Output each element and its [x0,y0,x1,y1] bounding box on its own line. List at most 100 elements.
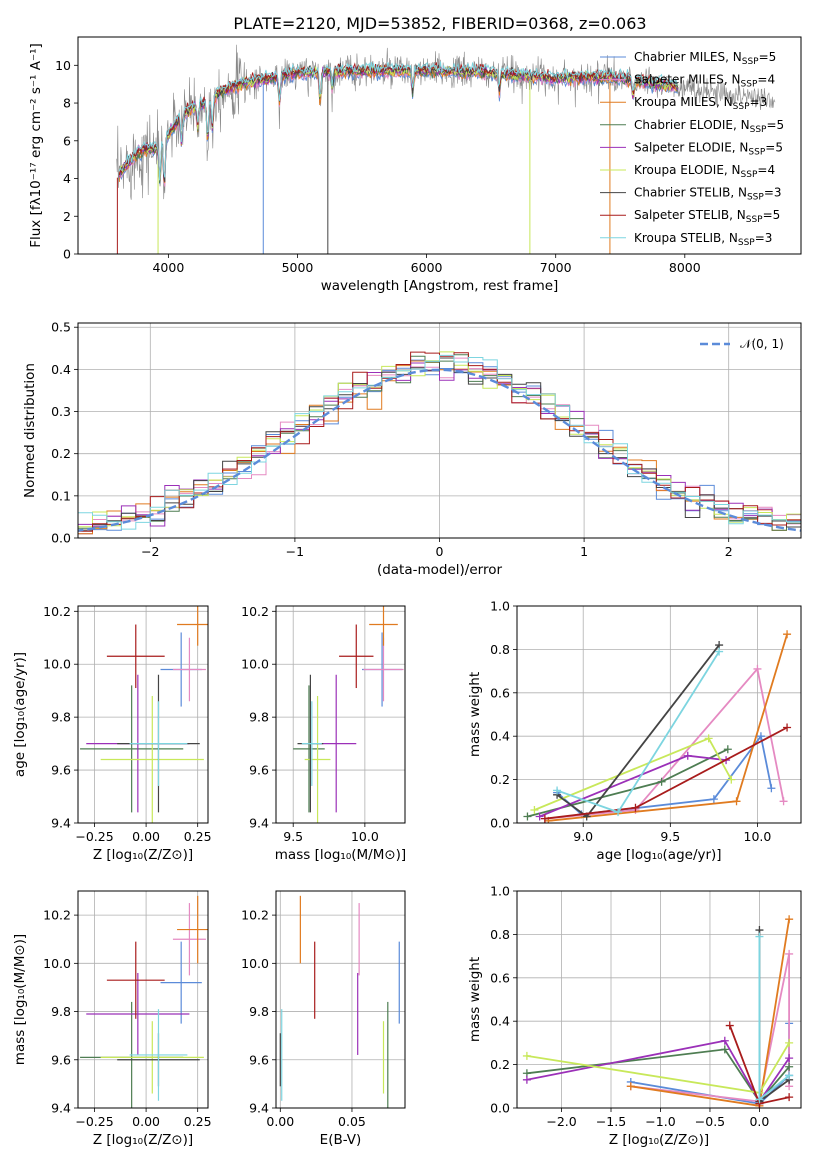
legend-entry-salpeter-elodie: Salpeter ELODIE, NSSP=5 [634,140,783,157]
data-point-marker [683,751,692,760]
x-axis-label: E(B-V) [320,1132,362,1148]
legend-subscript: SSP [738,238,755,248]
x-tick-label: 1 [580,544,588,559]
y-tick-label: 0.8 [490,927,510,942]
data-point-marker [767,784,776,793]
errorbar-kroupa-stelib [301,701,322,786]
x-tick-label: 6000 [411,260,443,275]
spectrum-panel-plot-area [116,44,776,254]
y-tick-label: 0.4 [51,362,71,377]
x-tick-label: 2 [725,544,733,559]
errorbar-kroupa-miles [369,606,398,646]
y-tick-label: 6 [63,133,71,148]
legend-value: =5 [765,140,783,154]
x-axis-label: age [log₁₀(age/yr)] [596,847,721,863]
data-point-marker [614,808,623,817]
legend-subscript: SSP [748,147,765,157]
legend-subscript: SSP [742,57,759,67]
data-point-marker [785,1071,794,1080]
errorbar-salpeter-miles [172,903,206,976]
histogram-kroupa-elodie [78,351,801,532]
y-tick-label: 0.2 [490,1057,510,1072]
x-tick-label: 0.0 [749,1114,769,1129]
x-tick-label: −1 [286,544,304,559]
data-point-marker [785,1062,794,1071]
errorbar-kroupa-miles [177,895,208,964]
y-tick-label: 0 [63,247,71,262]
x-tick-label: 0 [436,544,444,559]
mass_vs_ebv-panel-frame [275,890,406,1109]
series-salpeter-elodie [522,1036,794,1106]
data-point-marker [785,1038,794,1047]
x-axis-label: (data-model)/error [377,562,503,578]
mass_vs_Z-panel-axes: −0.25 0.00 0.25 9.4 9.6 9.8 10.0 10.2 Z [log₁₀(Z… [12,890,212,1148]
x-tick-label: −0.5 [695,1114,725,1129]
series-kroupa-miles [544,630,792,823]
data-point-marker [657,777,666,786]
data-point-marker [720,1045,729,1054]
x-tick-label: −1.5 [596,1114,626,1129]
data-point-marker [715,647,724,656]
legend-value: =5 [766,118,784,132]
y-tick-label: 8 [63,96,71,111]
y-axis-label: mass [log₁₀(M/M⊙)] [12,934,28,1065]
y-tick-label: 10.0 [241,657,269,672]
data-point-marker [783,630,792,639]
histogram-kroupa-stelib [78,354,801,535]
data-point-marker [523,812,532,821]
legend-entry-kroupa-elodie: Kroupa ELODIE, NSSP=4 [634,163,775,180]
data-point-marker [783,723,792,732]
legend-entry-kroupa-stelib: Kroupa STELIB, NSSP=3 [634,231,772,248]
series-line [526,1039,790,1104]
residuals-legend: 𝒩(0, 1) [700,337,784,351]
residuals-panel-axes: −2 −1 0 1 2 0.0 0.1 0.2 0.3 0.4 0.5 (data-model)/er… [22,320,802,578]
legend-value: =4 [757,73,775,87]
mass_vs_Z-panel-frame [77,890,209,1109]
x-axis-label: mass [log₁₀(M/M⊙)] [275,847,406,863]
errorbar-kroupa-elodie [100,695,204,823]
y-tick-label: 0.8 [490,642,510,657]
legend-value: =3 [764,186,782,200]
errorbar-salpeter-miles [172,637,206,702]
y-tick-label: 1.0 [490,884,510,899]
y-tick-label: 0.5 [51,320,71,335]
x-tick-label: 9.5 [660,829,680,844]
model-spectrum-kroupa-stelib [118,61,679,181]
data-point-marker [522,1051,531,1060]
x-axis-label: Z [log₁₀(Z/Z⊙)] [609,1132,709,1148]
age_vs_Z-panel-axes: −0.25 0.00 0.25 9.4 9.6 9.8 10.0 10.2 Z [log₁₀(Z… [12,604,212,863]
errorbar-salpeter-miles [363,637,404,702]
y-tick-label: 9.6 [51,763,71,778]
y-tick-label: 1.0 [490,599,510,614]
errorbar-kroupa-elodie [304,695,331,823]
errorbar-salpeter-stelib [106,624,165,689]
y-tick-label: 10.2 [241,908,269,923]
x-tick-label: 8000 [669,260,701,275]
errorbar-kroupa-elodie [100,1021,204,1094]
y-tick-label: 9.8 [249,1004,269,1019]
y-tick-label: 9.4 [51,1101,71,1116]
y-tick-label: 10 [55,58,71,73]
age_vs_Z-panel-frame [77,605,209,824]
data-point-marker [732,797,741,806]
weight_vs_age-panel-plot-area [517,606,801,823]
data-point-marker [540,814,549,823]
series-chabrier-stelib [553,641,724,821]
age_vs_mass-panel-frame [275,605,406,824]
data-point-marker [522,1075,531,1084]
histogram-chabrier-miles [78,359,801,535]
x-tick-label: 7000 [540,260,572,275]
data-point-marker [553,786,562,795]
y-tick-label: 9.8 [249,710,269,725]
errorbar-salpeter-stelib [106,941,165,1019]
spectrum-panel-axes: 4000 5000 6000 7000 8000 0 2 4 6 8 10 wavelength [A… [28,36,802,294]
x-tick-label: 0.25 [184,829,212,844]
residuals-panel-plot-area [78,323,801,538]
weight_vs_Z-panel-axes: −2.0 −1.5 −1.0 −0.5 0.0 0.0 0.2 0.4 0.6 0.8 1.0 Z [… [467,884,802,1148]
x-tick-label: −0.25 [75,829,113,844]
y-tick-label: 9.6 [249,1052,269,1067]
legend-subscript: SSP [747,193,764,203]
legend-entry-salpeter-stelib: Salpeter STELIB, NSSP=5 [634,208,780,225]
y-tick-label: 4 [63,171,71,186]
errorbar-kroupa-stelib [129,1009,188,1101]
